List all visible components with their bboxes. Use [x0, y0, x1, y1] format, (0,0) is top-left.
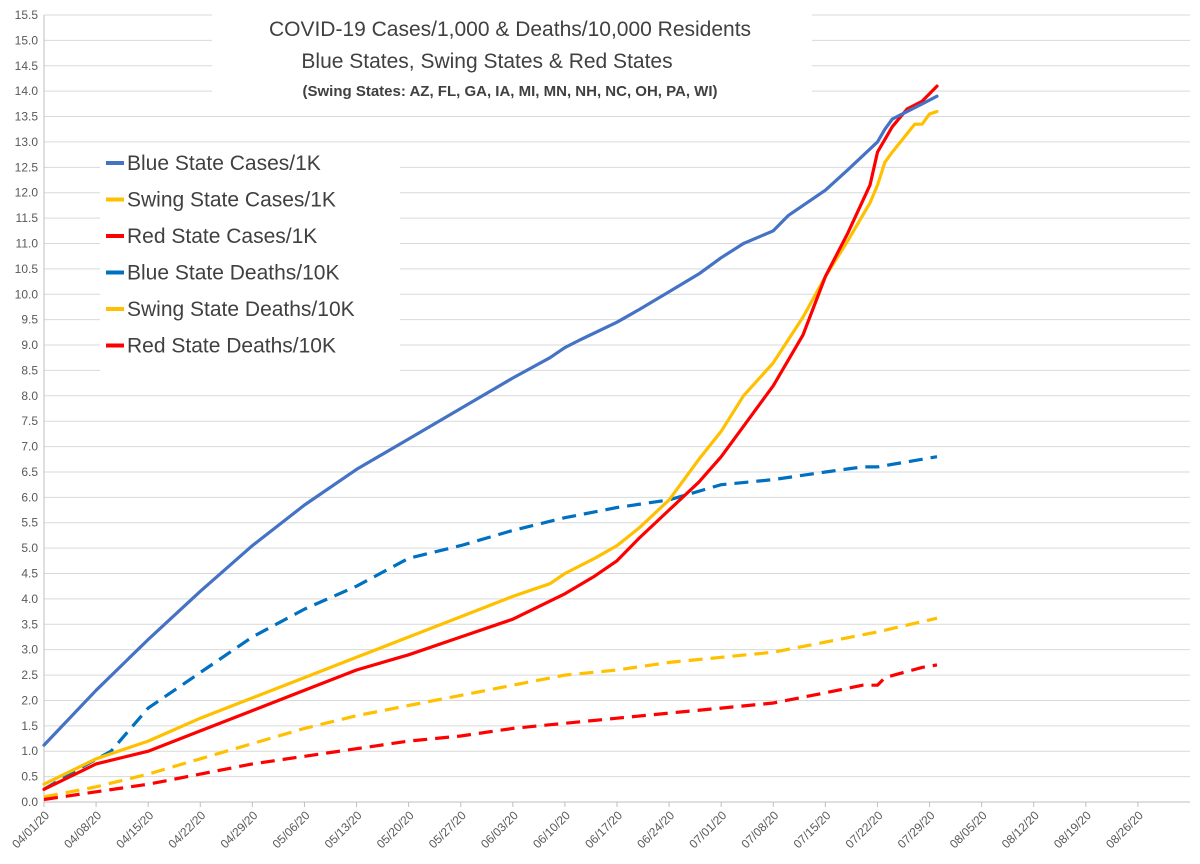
y-tick-label: 12.5: [15, 160, 39, 174]
y-axis-ticks: 0.0 0.5 1.0 1.5 2.0 2.5 3.0 3.5 4.0 4.5 5.0 5.5 6.0 6…: [15, 8, 39, 809]
chart-title-block: COVID-19 Cases/1,000 & Deaths/10,000 Res…: [212, 10, 812, 110]
series-line-blue-state-deaths-10k: [43, 455, 938, 791]
y-tick-label: 5.5: [21, 516, 38, 530]
y-tick-label: 3.0: [21, 643, 38, 657]
series-line-swing-state-cases-1k: [42, 109, 939, 786]
legend-label: Red State Cases/1K: [127, 225, 317, 248]
legend-background: [100, 150, 400, 372]
y-tick-label: 2.5: [21, 668, 38, 682]
chart-note: (Swing States: AZ, FL, GA, IA, MI, MN, N…: [303, 83, 718, 100]
y-tick-label: 7.5: [21, 414, 38, 428]
legend: Blue State Cases/1K Swing State Cases/1K R…: [100, 150, 400, 372]
y-tick-label: 9.5: [21, 313, 38, 327]
y-tick-label: 11.0: [16, 236, 39, 250]
legend-label: Blue State Cases/1K: [127, 152, 321, 175]
y-tick-label: 6.5: [21, 465, 38, 479]
y-tick-label: 11.5: [16, 211, 39, 225]
y-tick-label: 2.0: [21, 693, 38, 707]
series-line-red-state-deaths-10k: [43, 663, 938, 802]
series-lines: [42, 84, 939, 802]
y-tick-label: 4.0: [21, 592, 38, 606]
title-background: [212, 10, 812, 110]
y-tick-label: 5.0: [21, 541, 38, 555]
y-tick-label: 3.5: [21, 617, 38, 631]
y-tick-label: 9.0: [21, 338, 38, 352]
gridlines: [44, 14, 1190, 778]
y-tick-label: 15.0: [15, 33, 39, 47]
y-tick-label: 14.5: [15, 59, 39, 73]
series-line-swing-state-deaths-10k: [43, 616, 938, 799]
chart-subtitle: Blue States, Swing States & Red States: [301, 50, 672, 73]
y-tick-label: 1.5: [21, 719, 38, 733]
legend-label: Blue State Deaths/10K: [127, 262, 339, 285]
legend-label: Swing State Deaths/10K: [127, 298, 355, 321]
y-tick-label: 0.0: [21, 795, 38, 809]
y-tick-label: 10.0: [15, 287, 39, 301]
y-tick-label: 15.5: [15, 8, 39, 22]
legend-label: Swing State Cases/1K: [127, 189, 336, 212]
chart-title: COVID-19 Cases/1,000 & Deaths/10,000 Res…: [269, 18, 751, 41]
y-tick-label: 7.0: [21, 440, 38, 454]
y-tick-label: 4.5: [21, 567, 38, 581]
y-tick-label: 13.5: [15, 110, 39, 124]
series-line-blue-state-cases-1k: [42, 94, 939, 747]
y-tick-label: 0.5: [21, 770, 38, 784]
y-tick-label: 1.0: [21, 744, 38, 758]
legend-label: Red State Deaths/10K: [127, 335, 336, 358]
y-tick-label: 14.0: [15, 84, 39, 98]
y-tick-label: 6.0: [21, 490, 38, 504]
series-line-red-state-cases-1k: [42, 84, 939, 791]
y-tick-label: 8.0: [21, 389, 38, 403]
y-tick-label: 12.0: [15, 186, 39, 200]
y-tick-label: 10.5: [15, 262, 39, 276]
y-tick-label: 8.5: [21, 363, 38, 377]
y-tick-label: 13.0: [15, 135, 39, 149]
